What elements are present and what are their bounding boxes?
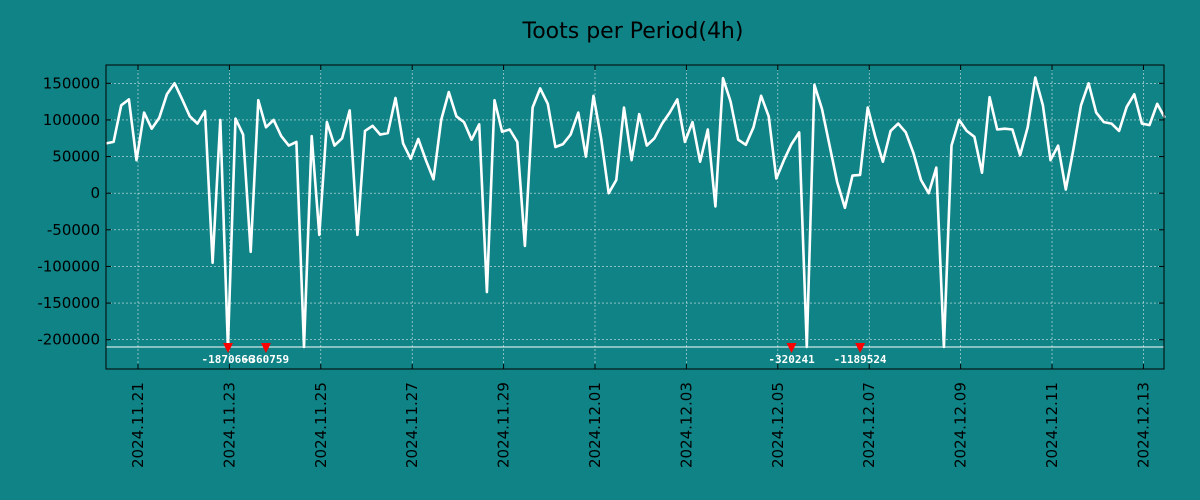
x-tick-label: 2024.12.03 — [677, 382, 695, 468]
y-tick-label: 0 — [90, 184, 100, 202]
clip-marker — [223, 343, 234, 354]
grid — [106, 65, 1164, 369]
y-tick-label: 50000 — [52, 148, 100, 166]
x-tick-label: 2024.12.09 — [952, 382, 970, 468]
y-tick-label: 150000 — [43, 74, 100, 92]
series-line — [105, 76, 1166, 349]
chart-title: Toots per Period(4h) — [522, 19, 744, 44]
clip-value-label: -320241 — [768, 353, 815, 366]
clip-marker — [855, 343, 866, 354]
clip-value-label: -1189524 — [834, 353, 887, 366]
y-tick-label: -200000 — [37, 331, 100, 349]
x-tick-label: 2024.12.13 — [1134, 382, 1152, 468]
series-layer — [105, 76, 1166, 349]
y-tick-label: -150000 — [37, 294, 100, 312]
clip-value-label: -1870666 — [202, 353, 255, 366]
y-tick-label: 100000 — [43, 111, 100, 129]
x-tick-label: 2024.11.29 — [495, 382, 513, 468]
clip-markers: -1870666-360759 -320241 -1189524 — [202, 343, 887, 366]
x-tick-label: 2024.12.05 — [769, 382, 787, 468]
x-tick-label: 2024.11.27 — [403, 382, 421, 468]
x-tick-label: 2024.11.23 — [220, 382, 238, 468]
clip-marker — [260, 343, 271, 354]
x-axis: 2024.11.21 2024.11.23 2024.11.25 2024.11.27… — [129, 65, 1152, 468]
plot-frame — [105, 64, 1165, 370]
x-tick-label: 2024.12.01 — [586, 382, 604, 468]
y-tick-label: -100000 — [37, 257, 100, 275]
x-tick-label: 2024.12.11 — [1043, 382, 1061, 468]
clip-marker — [786, 343, 797, 354]
y-tick-label: -50000 — [47, 221, 100, 239]
x-tick-label: 2024.12.07 — [860, 382, 878, 468]
x-tick-label: 2024.11.25 — [312, 382, 330, 468]
y-axis: 150000 100000 50000 0 -50000 -100000 -150000 -2… — [37, 74, 1164, 349]
x-tick-label: 2024.11.21 — [129, 382, 147, 468]
clip-value-label: -360759 — [243, 353, 289, 366]
